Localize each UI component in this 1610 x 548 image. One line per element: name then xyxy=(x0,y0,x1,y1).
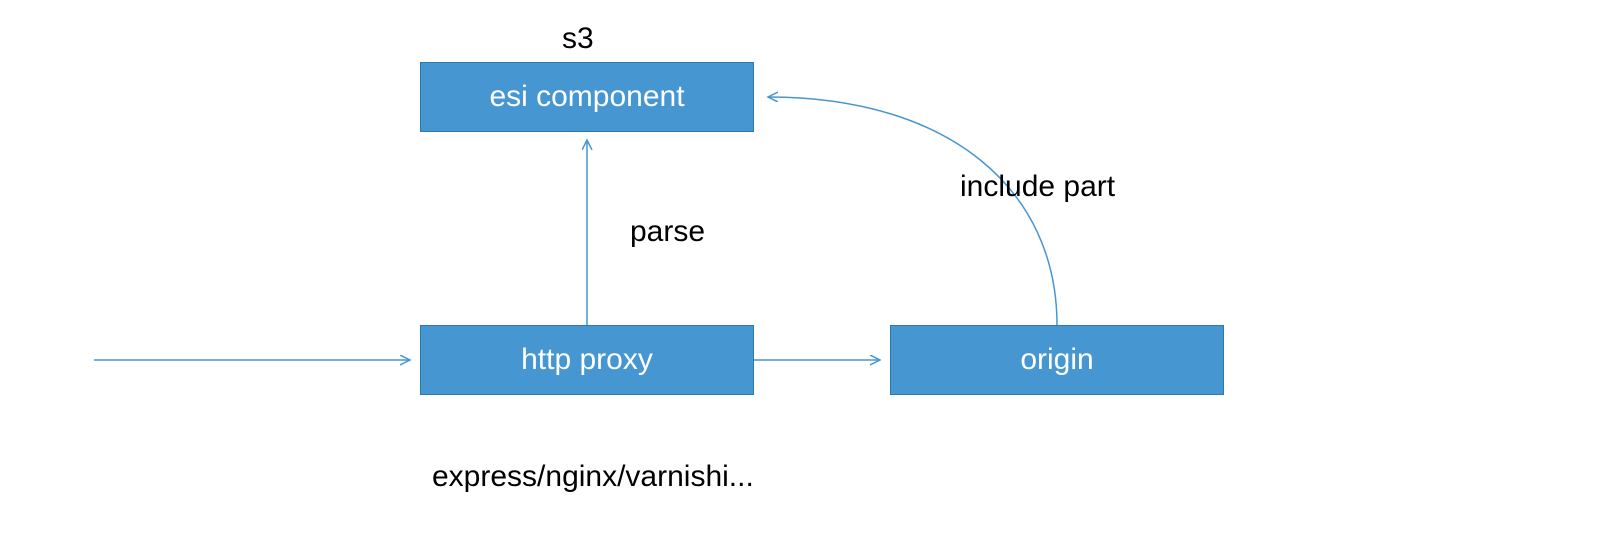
node-esi-component: esi component xyxy=(420,62,754,132)
node-http-proxy-label: http proxy xyxy=(521,343,653,377)
edge-origin_to_esi xyxy=(768,97,1057,325)
node-origin: origin xyxy=(890,325,1224,395)
label-s3: s3 xyxy=(562,22,594,56)
edges-layer xyxy=(0,0,1610,548)
diagram-container: esi component http proxy origin s3 parse… xyxy=(0,0,1610,548)
label-parse: parse xyxy=(630,215,705,249)
node-origin-label: origin xyxy=(1020,343,1093,377)
node-esi-component-label: esi component xyxy=(489,80,684,114)
label-bottom-note: express/nginx/varnishi... xyxy=(432,460,754,494)
node-http-proxy: http proxy xyxy=(420,325,754,395)
label-include-part: include part xyxy=(960,170,1115,204)
